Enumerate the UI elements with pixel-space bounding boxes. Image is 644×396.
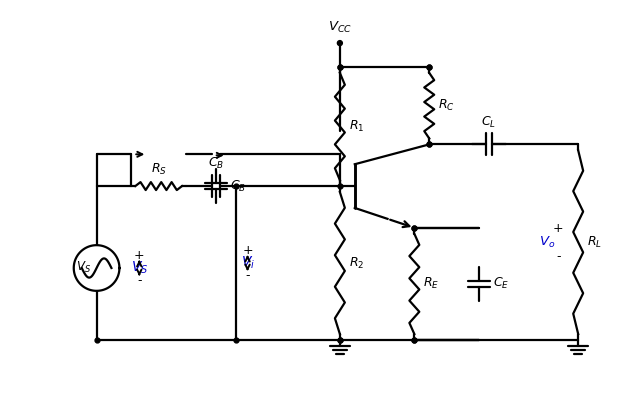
Text: +: + (134, 249, 145, 262)
Text: -: - (245, 269, 250, 282)
Text: $R_2$: $R_2$ (349, 255, 364, 270)
Text: +: + (553, 222, 564, 235)
Text: $R_S$: $R_S$ (151, 162, 167, 177)
Text: $R_L$: $R_L$ (587, 235, 602, 250)
Text: $R_1$: $R_1$ (349, 119, 365, 134)
Text: $R_E$: $R_E$ (423, 276, 439, 291)
Text: $V_S$: $V_S$ (131, 260, 149, 276)
Text: $C_B$: $C_B$ (230, 179, 246, 194)
Text: $V_{CC}$: $V_{CC}$ (328, 20, 352, 35)
Text: $R_C$: $R_C$ (438, 98, 455, 113)
Text: +: + (242, 244, 253, 257)
Text: -: - (137, 274, 142, 287)
Text: $C_L$: $C_L$ (481, 115, 497, 130)
Text: -: - (556, 249, 560, 263)
Text: $V_i$: $V_i$ (241, 255, 255, 271)
Text: $C_E$: $C_E$ (493, 276, 509, 291)
Text: $V_S$: $V_S$ (76, 259, 91, 274)
Circle shape (337, 41, 343, 46)
Text: $C_B$: $C_B$ (207, 156, 224, 171)
Text: $V_o$: $V_o$ (539, 235, 555, 250)
